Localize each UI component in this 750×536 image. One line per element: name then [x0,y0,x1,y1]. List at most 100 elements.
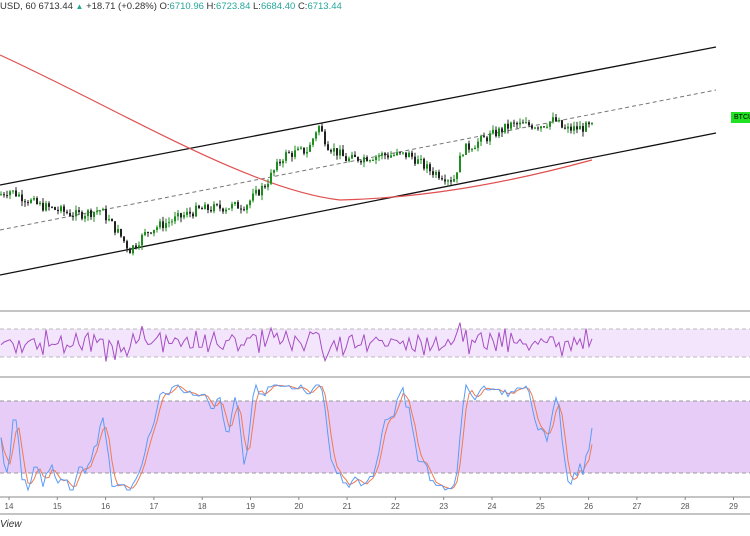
candle-body [324,131,326,145]
candle-body [105,208,107,221]
candle-body [351,154,353,159]
candle-body [492,129,494,134]
candle-body [195,205,197,217]
candle-body [120,228,122,237]
candle-body [375,156,377,161]
candle-body [273,170,275,173]
candle-body [510,122,512,129]
candle-body [396,152,398,156]
candle-body [276,161,278,171]
candle-body [333,148,335,152]
price-change: +18.71 (+0.28%) [86,1,157,12]
candle-body [231,203,233,209]
candle-body [591,122,593,125]
candle-body [360,160,362,163]
candle-body [138,245,140,248]
candle-body [576,126,578,130]
candle-body [192,213,194,217]
candle-body [57,209,59,212]
candle-body [486,137,488,142]
candle-body [501,128,503,133]
candle-body [570,126,572,131]
rsi-line [0,322,593,363]
candle-body [18,194,20,197]
candle-body [417,159,419,164]
candle-body [498,128,500,137]
tick-label: 27 [632,502,641,511]
candle-body [543,126,545,128]
candle-body [258,189,260,196]
candle-body [3,194,5,196]
candle-body [117,228,119,233]
candle-body [126,241,128,249]
candle-body [264,185,266,188]
tick-label: 16 [101,502,110,511]
candle-body [441,178,443,180]
tick-label: 19 [246,502,255,511]
view-label[interactable]: View [0,519,22,530]
candle-body [234,202,236,204]
candle-body [330,150,332,152]
candle-body [456,172,458,180]
candle-body [96,211,98,213]
candle-body [36,198,38,205]
candle-body [33,198,35,200]
candle-body [246,205,248,210]
chart-legend: USD, 60 6713.44 ▲ +18.71 (+0.28%) O:6710… [0,1,342,12]
last-price: 6713.44 [38,1,73,12]
candle-body [342,149,344,157]
candle-body [582,126,584,132]
candle-body [165,223,167,229]
candle-body [537,127,539,129]
time-axis: 14 15 16 17 18 19 20 21 22 23 24 25 26 27 28 29 [5,497,738,511]
candle-body [477,141,479,148]
candle-body [438,171,440,179]
low-value: 6684.40 [260,1,296,12]
candle-body [225,209,227,212]
candle-body [555,117,557,122]
candle-body [270,172,272,184]
tick-label: 15 [53,502,62,511]
candle-body [315,132,317,139]
candle-body [372,160,374,162]
candle-body [132,245,134,254]
candle-body [51,206,53,208]
candle-body [411,152,413,157]
stoch-band [0,401,750,473]
candle-body [210,210,212,212]
candle-body [414,156,416,164]
candle-body [21,194,23,202]
candle-body [99,210,101,212]
candle-body [162,221,164,229]
candle-body [12,190,14,192]
stoch-k-line [0,383,593,492]
candle-body [183,214,185,218]
candle-body [93,211,95,217]
candle-body [393,155,395,157]
candle-body [87,210,89,217]
candle-body [168,222,170,224]
candle-body [72,215,74,217]
candle-body [444,179,446,182]
candle-body [75,210,77,217]
candle-body [291,152,293,157]
candle-body [504,123,506,133]
candle-body [282,160,284,164]
candle-body [174,216,176,222]
candle-body [135,245,137,248]
candle-body [129,248,131,254]
candle-body [153,229,155,234]
candle-body [573,126,575,131]
candle-body [249,200,251,206]
candle-body [522,122,524,124]
high-value: 6723.84 [216,1,251,12]
candle-body [579,126,581,130]
tick-label: 24 [488,502,497,511]
candle-body [171,221,173,223]
candle-body [147,232,149,234]
candle-body [219,204,221,209]
candle-body [552,117,554,122]
candle-body [366,157,368,162]
candle-body [558,120,560,122]
